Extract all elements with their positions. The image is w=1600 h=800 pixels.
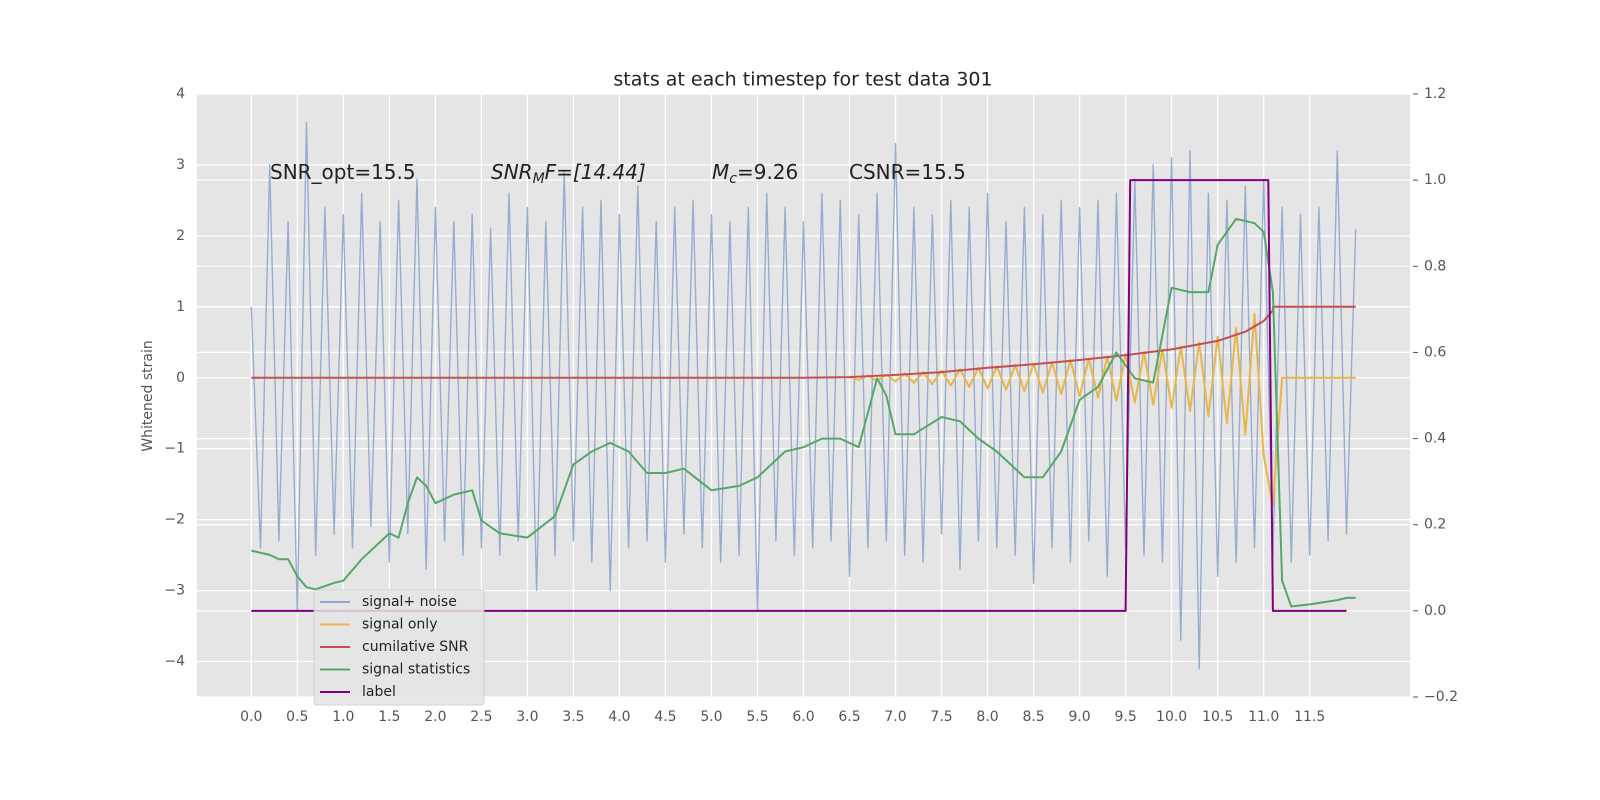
annotation-part: SNR_opt=15.5 [270,160,416,184]
y-tick-label: −2 [164,512,185,528]
x-tick-label: 5.0 [700,709,722,725]
y2-tick-label: 0.6 [1424,344,1446,360]
x-tick-label: 1.5 [378,709,400,725]
x-tick-label: 4.5 [654,709,676,725]
annotation-part: CSNR=15.5 [849,160,966,184]
series-line [250,121,1357,670]
annotation: SNR_opt=15.5 [270,160,416,184]
y-tick-label: 2 [176,228,185,244]
y-tick-label: −3 [164,583,185,599]
legend-label: label [362,684,396,700]
x-tick-label: 8.5 [1022,709,1044,725]
legend-label: signal+ noise [362,594,457,610]
annotation-part: F=[14.44] [545,160,646,184]
y-axis-label: Whitened strain [140,340,156,451]
y-tick-label: 1 [176,299,185,315]
legend-label: cumilative SNR [362,639,469,655]
legend-box [313,589,485,706]
y-tick-label: 3 [176,157,185,173]
y-tick-label: 4 [176,86,185,102]
x-tick-label: 2.5 [470,709,492,725]
series-line [251,179,1347,612]
x-tick-label: 3.0 [516,709,538,725]
x-tick-label: 4.0 [608,709,630,725]
x-tick-label: 1.0 [332,709,354,725]
legend-label: signal statistics [362,662,470,678]
x-tick-label: 3.5 [562,709,584,725]
x-tick-label: 10.5 [1202,709,1233,725]
y2-tick-label: 1.0 [1424,172,1446,188]
annotation: Mc=9.26 [712,160,798,188]
x-tick-label: 11.5 [1294,709,1325,725]
x-tick-label: 0.0 [240,709,262,725]
x-tick-label: 9.5 [1114,709,1136,725]
y2-tick-label: 0.0 [1424,603,1446,619]
y2-tick-label: 0.8 [1424,258,1446,274]
chart-title: stats at each timestep for test data 301 [613,69,992,91]
annotation-part: M [712,160,729,184]
x-tick-label: 8.0 [976,709,998,725]
legend-label: signal only [362,617,437,633]
annotation-part: c [729,171,737,187]
x-tick-label: 6.0 [792,709,814,725]
x-tick-label: 6.5 [838,709,860,725]
x-tick-label: 11.0 [1248,709,1279,725]
x-tick-label: 2.0 [424,709,446,725]
annotation: CSNR=15.5 [849,160,966,184]
annotation-part: SNR [491,160,533,184]
series-line [251,305,1356,379]
y2-tick-label: −0.2 [1424,689,1458,705]
x-tick-label: 7.0 [884,709,906,725]
series-line [251,217,1356,608]
x-tick-label: 10.0 [1156,709,1187,725]
y2-tick-label: 0.4 [1424,431,1446,447]
annotation: SNRMF=[14.44] [491,160,646,188]
y-tick-label: −4 [164,654,185,670]
y-tick-label: −1 [164,441,185,457]
annotation-part: M [533,171,545,187]
x-tick-label: 7.5 [930,709,952,725]
y-tick-label: 0 [176,370,185,386]
x-tick-label: 5.5 [746,709,768,725]
x-tick-label: 0.5 [286,709,308,725]
y2-tick-label: 1.2 [1424,86,1446,102]
x-tick-label: 9.0 [1068,709,1090,725]
y2-tick-label: 0.2 [1424,517,1446,533]
annotation-part: =9.26 [737,160,798,184]
